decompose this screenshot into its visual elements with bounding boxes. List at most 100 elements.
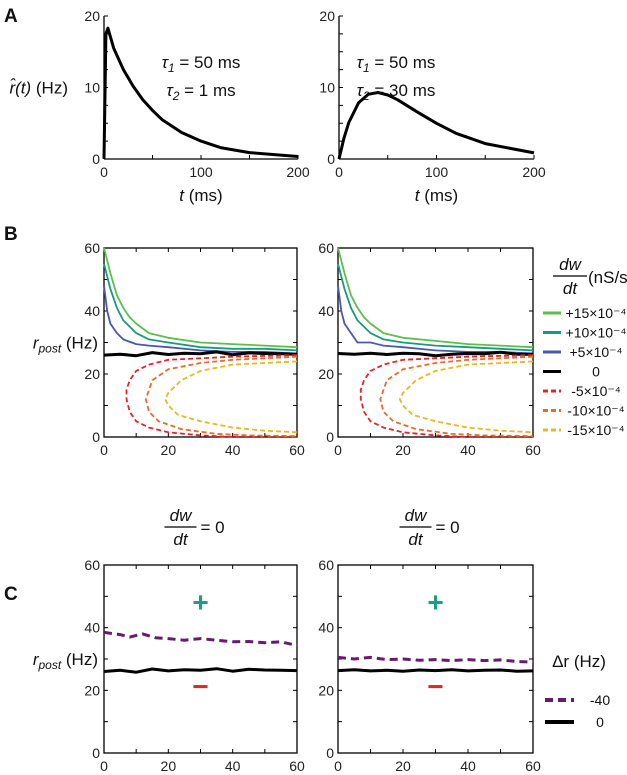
title-numerator: dw — [170, 506, 193, 525]
series-line-0 — [103, 350, 298, 358]
series-line-rate — [102, 26, 299, 160]
title-denominator: dt — [173, 530, 188, 549]
y-axis-label: rpost (Hz) — [33, 650, 98, 672]
x-axis-label: t (ms) — [415, 186, 458, 205]
series-line--5×10⁻⁴ — [125, 354, 298, 438]
tau-annotation: τ2 = 30 ms — [357, 81, 436, 103]
series-line-+10×10⁻⁴ — [103, 263, 298, 352]
legend-title-numerator: dw — [559, 255, 582, 274]
y-tick-label: 20 — [319, 8, 335, 24]
legend-entry-label: 0 — [596, 714, 604, 730]
series-line-+15×10⁻⁴ — [103, 247, 298, 349]
series-line--10×10⁻⁴ — [144, 355, 298, 437]
x-tick-label: 100 — [425, 164, 449, 180]
legend-title: Δr (Hz) — [552, 652, 606, 671]
legend-entry-label: -10×10⁻⁴ — [567, 403, 624, 419]
legend-entry-label: +15×10⁻⁴ — [566, 305, 627, 321]
x-tick-label: 60 — [525, 442, 541, 458]
series-line--15×10⁻⁴ — [398, 360, 534, 434]
tau-annotation: τ2 = 1 ms — [166, 81, 235, 103]
series-line--40 — [103, 630, 298, 647]
legend-entry-label: +5×10⁻⁴ — [569, 344, 622, 360]
y-tick-label: 20 — [318, 366, 334, 382]
series-line-rate — [337, 91, 535, 160]
x-tick-label: 20 — [395, 442, 411, 458]
panel-label: C — [4, 584, 18, 605]
title-rest: = 0 — [436, 518, 460, 537]
series-line-+10×10⁻⁴ — [337, 263, 534, 352]
panel-label: B — [4, 224, 18, 245]
x-tick-label: 0 — [335, 164, 343, 180]
chart-B-right: 0 20 40 60 0 20 40 60 dw dt (nS/s) +15×10⁻⁴ +10×10⁻⁴… — [318, 240, 627, 458]
series-line--5×10⁻⁴ — [359, 354, 534, 438]
tau-annotation: τ1 = 50 ms — [162, 53, 241, 75]
legend-entry-label: 0 — [592, 364, 600, 380]
series-line--40 — [337, 655, 534, 664]
chart-A-right: 0 100 200 0 10 20 t (ms) τ1 = 50 ms τ2 = 30 ms — [319, 8, 545, 205]
y-tick-label: 60 — [84, 557, 100, 573]
y-tick-label: 60 — [318, 557, 334, 573]
y-tick-label: 40 — [84, 620, 100, 636]
y-tick-label: 0 — [92, 745, 100, 761]
x-tick-label: 0 — [100, 442, 108, 458]
chart-A-left: 0 100 200 0 10 20 t (ms) r̂(t) (Hz) τ1 = 50 ms τ2… — [9, 8, 309, 205]
y-tick-label: 0 — [92, 151, 100, 167]
x-tick-label: 40 — [460, 442, 476, 458]
y-tick-label: 40 — [84, 303, 100, 319]
tau-annotation: τ1 = 50 ms — [357, 53, 436, 75]
x-tick-label: 0 — [100, 758, 108, 774]
y-tick-label: 10 — [319, 80, 335, 96]
x-tick-label: 0 — [334, 442, 342, 458]
legend-title-denominator: dt — [563, 279, 578, 298]
panel-label: A — [4, 6, 18, 27]
series-line-0 — [337, 350, 533, 358]
title-numerator: dw — [405, 506, 428, 525]
legend-entry-label: +10×10⁻⁴ — [566, 325, 627, 341]
chart-B-left: 0 20 40 60 0 20 40 60 rpost (Hz) — [33, 240, 305, 458]
x-tick-label: 20 — [161, 758, 177, 774]
x-tick-label: 60 — [525, 758, 541, 774]
sign-marker: − — [427, 671, 443, 702]
x-tick-label: 20 — [395, 758, 411, 774]
x-tick-label: 40 — [225, 758, 241, 774]
series-line--10×10⁻⁴ — [379, 355, 534, 437]
series-line-+5×10⁻⁴ — [337, 285, 534, 355]
x-tick-label: 0 — [334, 758, 342, 774]
legend-entry-label: -5×10⁻⁴ — [571, 383, 621, 399]
y-axis-label: r̂(t) (Hz) — [9, 77, 68, 97]
series-line--15×10⁻⁴ — [164, 360, 298, 434]
sign-marker: + — [192, 587, 208, 618]
y-tick-label: 60 — [84, 240, 100, 256]
title-denominator: dt — [408, 530, 423, 549]
x-tick-label: 200 — [286, 164, 310, 180]
y-tick-label: 20 — [84, 8, 100, 24]
legend-entry-label: -15×10⁻⁴ — [567, 422, 624, 438]
series-line-+15×10⁻⁴ — [337, 247, 534, 349]
series-line-+5×10⁻⁴ — [103, 285, 298, 355]
y-tick-label: 40 — [318, 303, 334, 319]
sign-marker: − — [192, 671, 208, 702]
legend-title-unit: (nS/s) — [588, 268, 627, 287]
x-tick-label: 100 — [189, 164, 213, 180]
x-tick-label: 40 — [225, 442, 241, 458]
legend-entry-label: -40 — [590, 692, 610, 708]
y-tick-label: 0 — [327, 151, 335, 167]
y-tick-label: 20 — [318, 682, 334, 698]
y-tick-label: 20 — [84, 366, 100, 382]
x-tick-label: 20 — [161, 442, 177, 458]
series-line-0 — [103, 667, 298, 674]
series-line-0 — [337, 668, 534, 673]
y-tick-label: 40 — [318, 620, 334, 636]
x-tick-label: 60 — [289, 442, 305, 458]
y-axis-label: rpost (Hz) — [33, 334, 98, 356]
sign-marker: + — [427, 587, 443, 618]
y-tick-label: 60 — [318, 240, 334, 256]
x-axis-label: t (ms) — [179, 186, 222, 205]
y-tick-label: 0 — [326, 745, 334, 761]
x-tick-label: 200 — [522, 164, 546, 180]
y-tick-label: 0 — [92, 429, 100, 445]
y-tick-label: 0 — [326, 429, 334, 445]
